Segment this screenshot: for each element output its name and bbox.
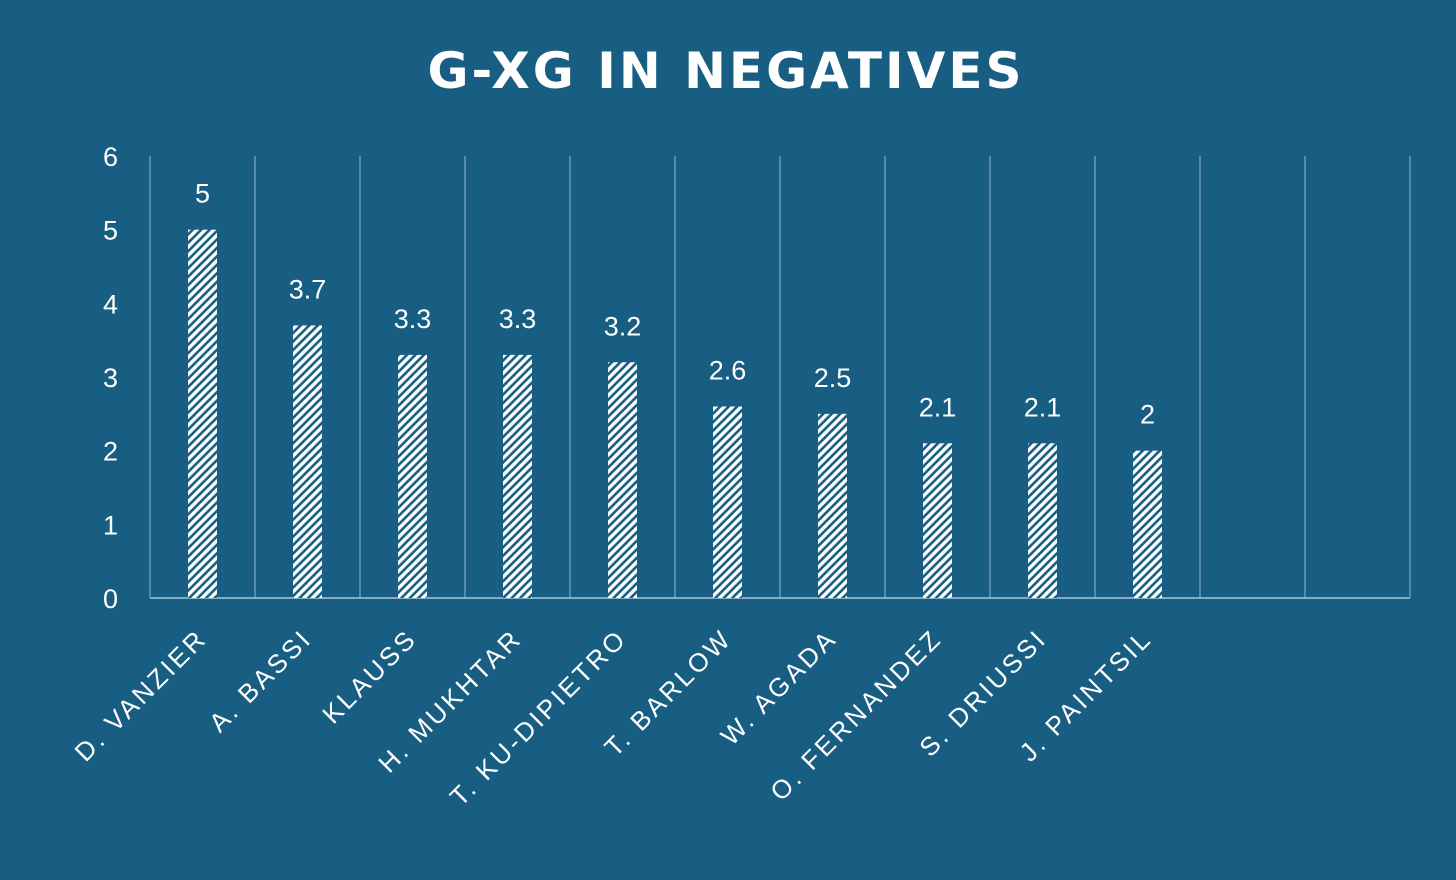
bar — [1133, 450, 1162, 598]
x-tick-label: KLAUSS — [316, 623, 422, 729]
x-tick-label: T. KU-DIPIETRO — [444, 623, 633, 812]
bars — [188, 229, 1162, 598]
data-label: 2.1 — [1024, 392, 1062, 422]
bar — [923, 443, 952, 598]
y-tick-label: 5 — [103, 216, 118, 246]
data-labels: 5 3.7 3.3 3.3 3.2 2.6 2.5 2.1 2.1 2 — [195, 179, 1155, 430]
y-tick-label: 4 — [103, 289, 118, 319]
data-label: 2.5 — [814, 363, 852, 393]
bar — [398, 354, 427, 598]
data-label: 3.3 — [499, 304, 537, 334]
bar — [608, 362, 637, 598]
x-tick-label: O. FERNANDEZ — [764, 623, 948, 807]
data-label: 3.7 — [289, 274, 327, 304]
data-label: 5 — [195, 179, 210, 209]
x-tick-label: D. VANZIER — [69, 623, 213, 767]
bar — [713, 406, 742, 598]
bar — [503, 354, 532, 598]
data-label: 2 — [1140, 400, 1155, 430]
y-tick-label: 6 — [103, 142, 118, 172]
y-tick-label: 0 — [103, 584, 118, 614]
data-label: 2.1 — [919, 392, 957, 422]
x-tick-label: A. BASSI — [203, 623, 318, 738]
y-tick-label: 1 — [103, 510, 118, 540]
y-tick-label: 2 — [103, 437, 118, 467]
bar — [818, 413, 847, 598]
chart-title: G-XG IN NEGATIVES — [428, 42, 1025, 100]
data-label: 2.6 — [709, 355, 747, 385]
data-label: 3.3 — [394, 304, 432, 334]
bar — [293, 325, 322, 598]
bar — [1028, 443, 1057, 598]
gridlines — [149, 156, 1411, 598]
data-label: 3.2 — [604, 311, 642, 341]
bar — [188, 229, 217, 598]
axes: 0 1 2 3 4 5 6 — [103, 142, 1410, 614]
y-tick-label: 3 — [103, 363, 118, 393]
